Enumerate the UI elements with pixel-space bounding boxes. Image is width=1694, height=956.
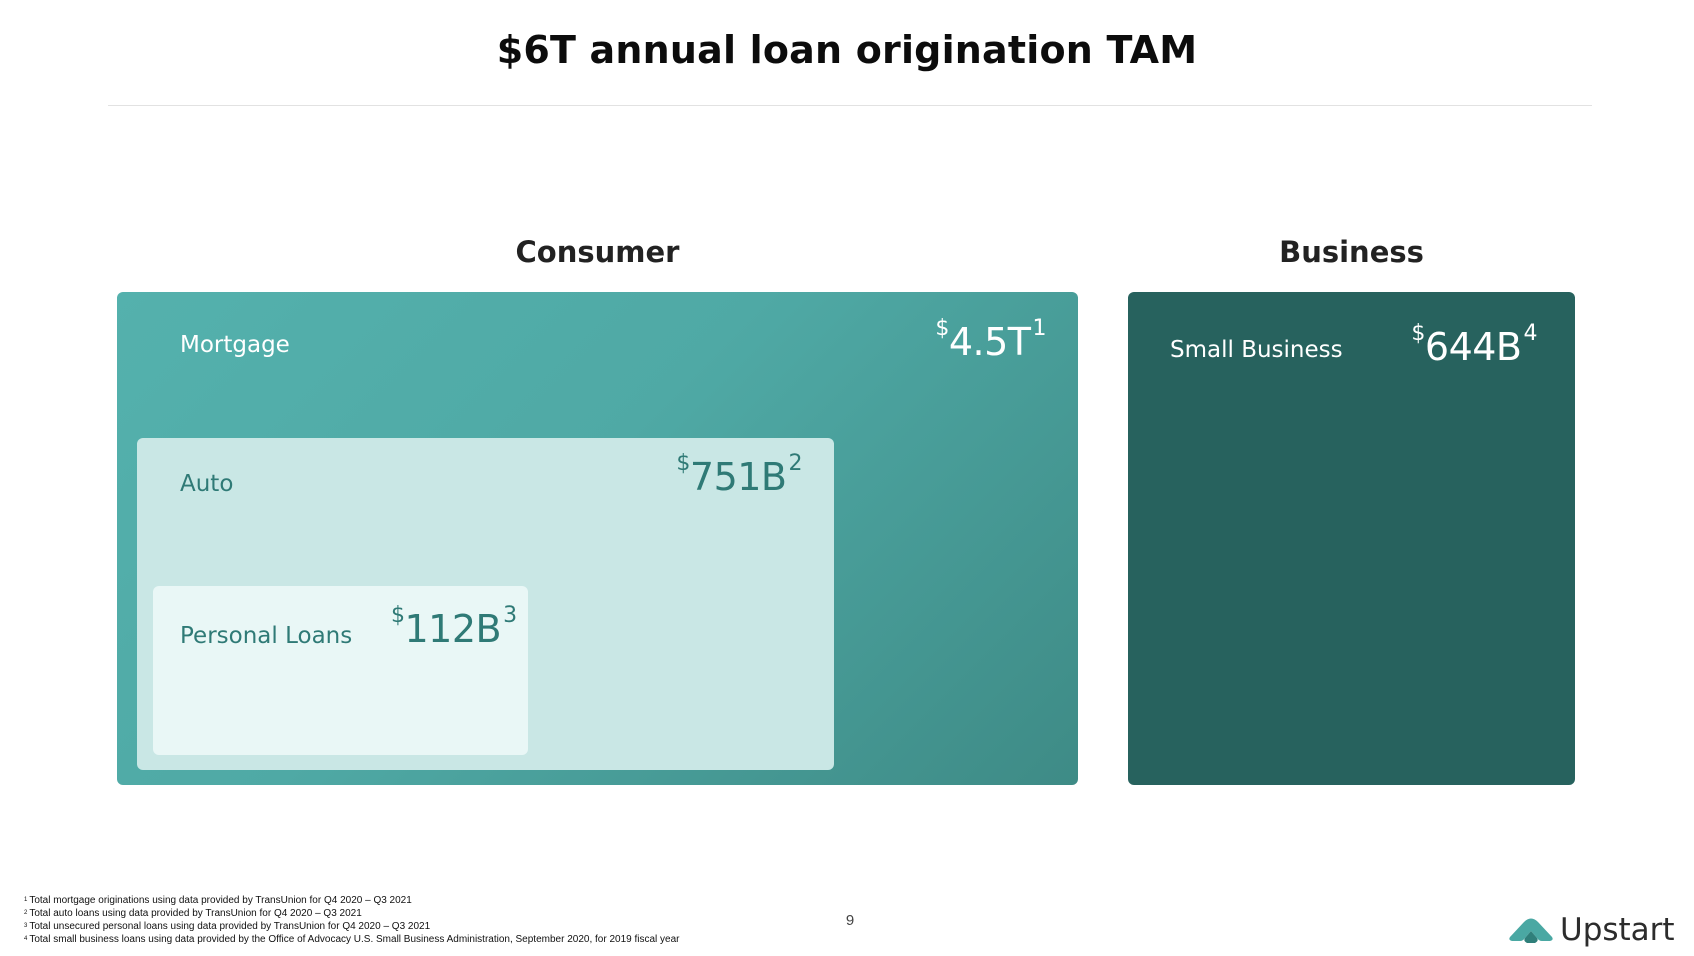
- upstart-logo-icon: [1509, 918, 1553, 943]
- footnotes: 1 Total mortgage originations using data …: [24, 894, 680, 946]
- footnote-2: 2 Total auto loans using data provided by…: [24, 908, 362, 919]
- personal-loans-box: Personal Loans $112B3: [153, 586, 528, 755]
- personal-loans-label: Personal Loans: [180, 623, 353, 649]
- mortgage-amount: 4.5T: [948, 320, 1031, 364]
- personal-loans-value: $112B3: [391, 603, 517, 651]
- small-business-value: $644B4: [1411, 321, 1537, 369]
- business-heading: Business: [1279, 235, 1424, 269]
- mortgage-currency: $: [935, 316, 949, 341]
- slide-title: $6T annual loan origination TAM: [496, 28, 1198, 72]
- auto-footnote-ref: 2: [788, 451, 803, 476]
- small-business-amount: 644B: [1424, 325, 1522, 369]
- personal-loans-currency: $: [391, 603, 405, 628]
- personal-loans-footnote-ref: 3: [503, 603, 517, 628]
- auto-value: $751B2: [676, 451, 802, 499]
- footnote-4: 4 Total small business loans using data p…: [24, 934, 680, 945]
- consumer-heading: Consumer: [515, 235, 680, 269]
- personal-loans-amount: 112B: [404, 607, 502, 651]
- mortgage-value: $4.5T1: [935, 316, 1046, 364]
- small-business-label: Small Business: [1170, 337, 1343, 363]
- small-business-currency: $: [1411, 321, 1425, 346]
- upstart-logo: Upstart: [1508, 910, 1675, 950]
- upstart-wordmark: Upstart: [1560, 912, 1675, 948]
- mortgage-label: Mortgage: [180, 332, 290, 358]
- page-number: 9: [845, 912, 855, 929]
- small-business-box: Small Business $644B4: [1128, 292, 1575, 785]
- auto-currency: $: [676, 451, 690, 476]
- title-divider: [108, 105, 1592, 106]
- mortgage-footnote-ref: 1: [1032, 316, 1047, 341]
- small-business-footnote-ref: 4: [1523, 321, 1538, 346]
- footnote-1: 1 Total mortgage originations using data …: [24, 895, 412, 906]
- footnote-3: 3 Total unsecured personal loans using da…: [24, 921, 431, 932]
- auto-amount: 751B: [689, 455, 787, 499]
- auto-label: Auto: [180, 471, 234, 497]
